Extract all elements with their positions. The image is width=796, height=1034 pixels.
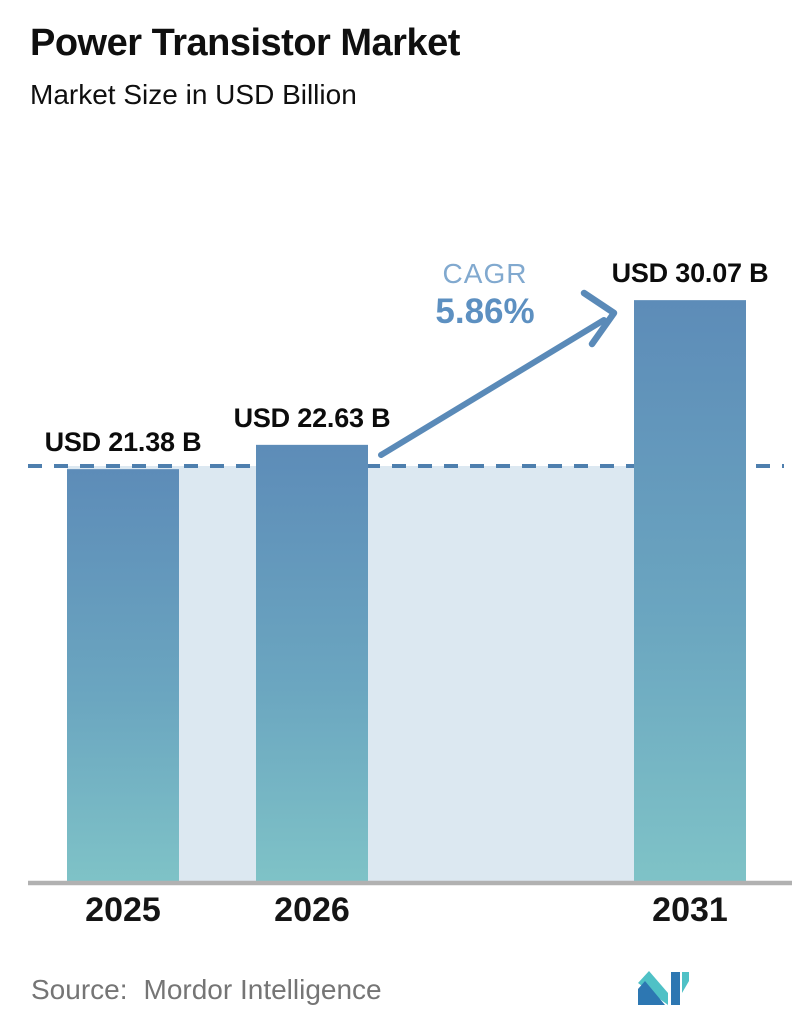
background-band [67, 466, 746, 885]
cagr-arrow-group [378, 289, 618, 458]
bar-2031 [634, 300, 746, 885]
cagr-label: CAGR [442, 258, 528, 289]
logo-blue-diagonal [638, 981, 665, 1005]
source-value: Mordor Intelligence [143, 974, 382, 1005]
logo-teal-triangle [682, 972, 689, 993]
cagr-arrow-head [580, 289, 618, 348]
source-footer: Source: Mordor Intelligence [31, 974, 382, 1006]
cagr-annotation: CAGR 5.86% [395, 256, 575, 332]
page-title: Power Transistor Market [30, 22, 460, 64]
bars-group [67, 300, 746, 885]
background-band-group [67, 466, 746, 885]
page-subtitle: Market Size in USD Billion [30, 79, 357, 110]
logo-blue-bar [671, 972, 680, 1005]
chart-header: Power Transistor Market Market Size in U… [30, 20, 460, 112]
cagr-arrow-shaft [378, 317, 607, 458]
cagr-value: 5.86% [435, 292, 535, 331]
bar-2025 [67, 469, 179, 885]
mordor-intelligence-logo [638, 971, 689, 1005]
source-label: Source: [31, 974, 128, 1005]
bar-2026 [256, 444, 368, 885]
logo-teal-diagonal [638, 971, 668, 1005]
